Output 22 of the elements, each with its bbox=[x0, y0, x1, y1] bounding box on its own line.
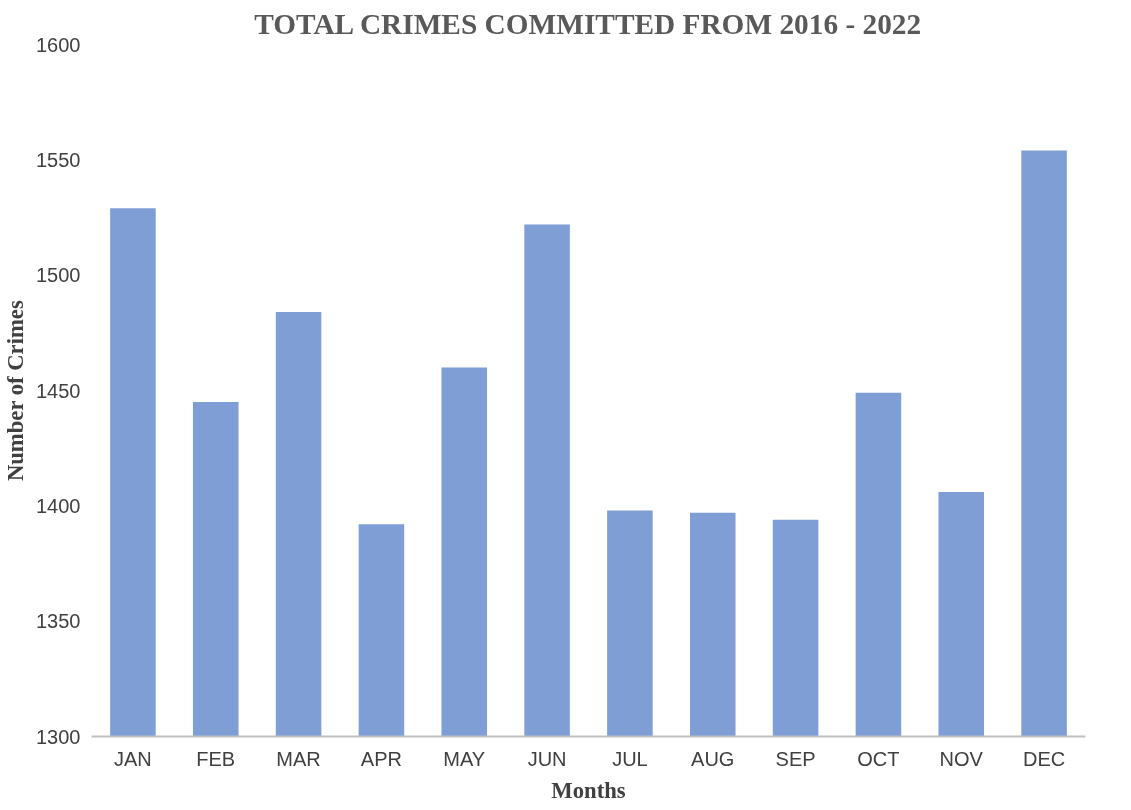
x-tick-label: OCT bbox=[857, 747, 900, 770]
chart-title: TOTAL CRIMES COMMITTED FROM 2016 - 2022 bbox=[254, 7, 922, 40]
x-tick-label: FEB bbox=[196, 747, 236, 770]
x-tick-label: MAR bbox=[276, 747, 321, 770]
x-tick-label: DEC bbox=[1022, 747, 1066, 770]
x-tick-label: NOV bbox=[939, 747, 984, 770]
y-tick-label: 1400 bbox=[36, 494, 81, 517]
y-tick-label: 1500 bbox=[36, 264, 81, 287]
y-tick-label: 1350 bbox=[36, 610, 81, 633]
x-tick-label: MAY bbox=[443, 747, 486, 770]
y-tick-label: 1550 bbox=[36, 148, 81, 171]
x-axis-title: Months bbox=[551, 777, 626, 803]
x-tick-label: JUL bbox=[612, 747, 648, 770]
x-tick-label: APR bbox=[360, 747, 402, 770]
x-tick-label: AUG bbox=[691, 747, 735, 770]
x-tick-label: JUN bbox=[527, 747, 567, 770]
x-tick-label: JAN bbox=[114, 747, 152, 770]
y-tick-label: 1450 bbox=[36, 379, 81, 402]
y-tick-label: 1300 bbox=[36, 725, 81, 748]
x-tick-label: SEP bbox=[775, 747, 816, 770]
y-tick-label: 1600 bbox=[36, 33, 81, 56]
y-axis-title: Number of Crimes bbox=[3, 300, 29, 482]
